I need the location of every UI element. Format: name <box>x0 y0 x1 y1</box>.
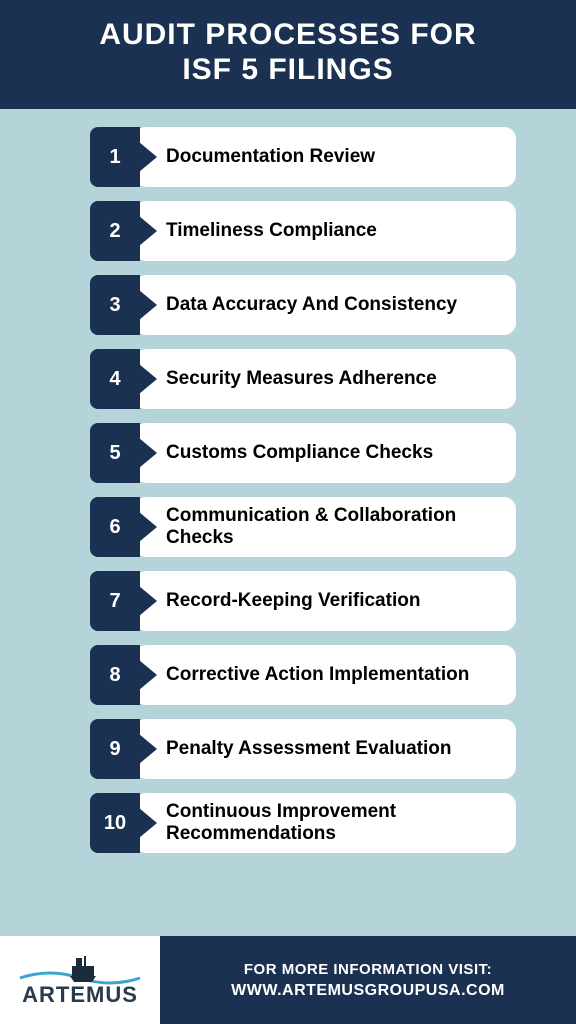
number-badge: 5 <box>90 423 140 483</box>
list-item: 2 Timeliness Compliance <box>90 201 516 261</box>
number-badge: 7 <box>90 571 140 631</box>
list-item: 8 Corrective Action Implementation <box>90 645 516 705</box>
item-number: 6 <box>109 516 120 539</box>
item-number: 10 <box>104 812 126 835</box>
footer-info-line-2: WWW.ARTEMUSGROUPUSA.COM <box>231 982 505 1000</box>
item-label: Record-Keeping Verification <box>166 590 420 612</box>
item-number: 7 <box>109 590 120 613</box>
number-badge: 4 <box>90 349 140 409</box>
number-badge: 6 <box>90 497 140 557</box>
chevron-right-icon <box>139 290 157 320</box>
list-item: 10 Continuous Improvement Recommendations <box>90 793 516 853</box>
chevron-right-icon <box>139 734 157 764</box>
list-item: 3 Data Accuracy And Consistency <box>90 275 516 335</box>
chevron-right-icon <box>139 586 157 616</box>
header: AUDIT PROCESSES FOR ISF 5 FILINGS <box>0 0 576 109</box>
number-badge: 2 <box>90 201 140 261</box>
items-list: 1 Documentation Review 2 Timeliness Complia… <box>0 109 576 936</box>
item-label: Communication & Collaboration Checks <box>166 505 502 549</box>
item-label-pill: Timeliness Compliance <box>134 201 516 261</box>
footer-info-line-1: FOR MORE INFORMATION VISIT: <box>244 961 492 978</box>
number-badge: 1 <box>90 127 140 187</box>
item-label: Security Measures Adherence <box>166 368 437 390</box>
list-item: 4 Security Measures Adherence <box>90 349 516 409</box>
chevron-right-icon <box>139 142 157 172</box>
item-label-pill: Communication & Collaboration Checks <box>134 497 516 557</box>
chevron-right-icon <box>139 808 157 838</box>
chevron-right-icon <box>139 216 157 246</box>
title-line-2: ISF 5 FILINGS <box>182 53 393 86</box>
item-number: 3 <box>109 294 120 317</box>
logo-box: ARTEMUS <box>0 936 160 1024</box>
list-item: 6 Communication & Collaboration Checks <box>90 497 516 557</box>
chevron-right-icon <box>139 660 157 690</box>
item-label-pill: Documentation Review <box>134 127 516 187</box>
footer: ARTEMUS FOR MORE INFORMATION VISIT: WWW.… <box>0 936 576 1024</box>
item-label: Corrective Action Implementation <box>166 664 469 686</box>
list-item: 7 Record-Keeping Verification <box>90 571 516 631</box>
item-label: Documentation Review <box>166 146 375 168</box>
item-label-pill: Record-Keeping Verification <box>134 571 516 631</box>
item-label-pill: Penalty Assessment Evaluation <box>134 719 516 779</box>
item-number: 2 <box>109 220 120 243</box>
item-number: 1 <box>109 146 120 169</box>
number-badge: 9 <box>90 719 140 779</box>
item-label-pill: Customs Compliance Checks <box>134 423 516 483</box>
item-number: 5 <box>109 442 120 465</box>
item-number: 9 <box>109 738 120 761</box>
chevron-right-icon <box>139 438 157 468</box>
list-item: 5 Customs Compliance Checks <box>90 423 516 483</box>
item-number: 4 <box>109 368 120 391</box>
infographic-page: AUDIT PROCESSES FOR ISF 5 FILINGS 1 Docum… <box>0 0 576 1024</box>
page-title: AUDIT PROCESSES FOR ISF 5 FILINGS <box>20 18 556 87</box>
item-number: 8 <box>109 664 120 687</box>
item-label: Customs Compliance Checks <box>166 442 433 464</box>
item-label-pill: Corrective Action Implementation <box>134 645 516 705</box>
footer-info: FOR MORE INFORMATION VISIT: WWW.ARTEMUSG… <box>160 936 576 1024</box>
chevron-right-icon <box>139 512 157 542</box>
number-badge: 3 <box>90 275 140 335</box>
item-label: Timeliness Compliance <box>166 220 377 242</box>
number-badge: 8 <box>90 645 140 705</box>
logo-text: ARTEMUS <box>22 982 138 1007</box>
item-label-pill: Security Measures Adherence <box>134 349 516 409</box>
title-line-1: AUDIT PROCESSES FOR <box>99 18 476 51</box>
list-item: 9 Penalty Assessment Evaluation <box>90 719 516 779</box>
artemus-logo-icon: ARTEMUS <box>10 950 150 1010</box>
number-badge: 10 <box>90 793 140 853</box>
item-label: Penalty Assessment Evaluation <box>166 738 451 760</box>
item-label-pill: Continuous Improvement Recommendations <box>134 793 516 853</box>
item-label: Data Accuracy And Consistency <box>166 294 457 316</box>
item-label: Continuous Improvement Recommendations <box>166 801 502 845</box>
list-item: 1 Documentation Review <box>90 127 516 187</box>
chevron-right-icon <box>139 364 157 394</box>
item-label-pill: Data Accuracy And Consistency <box>134 275 516 335</box>
